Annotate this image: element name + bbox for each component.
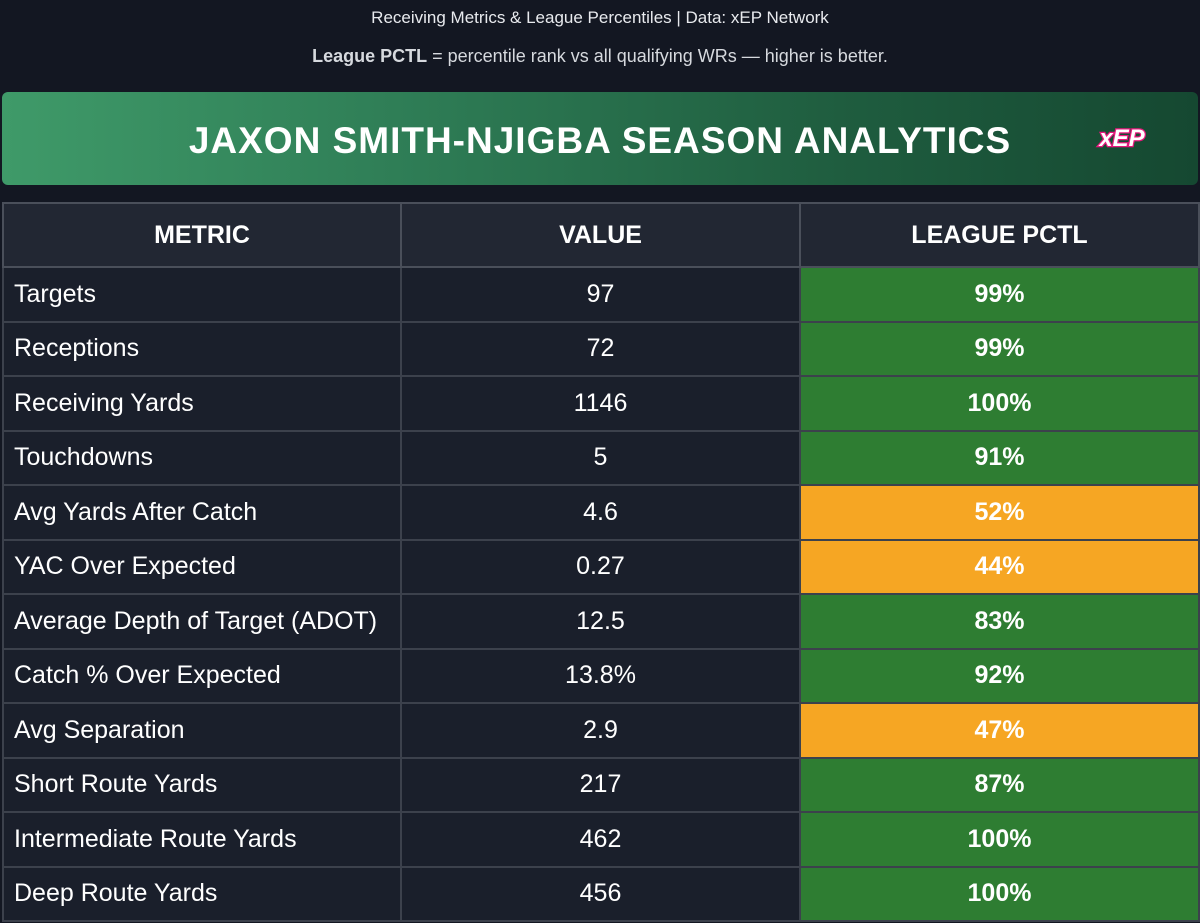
table-row: Deep Route Yards 456 100% [2, 865, 1200, 922]
metric-name-cell: Avg Separation [2, 702, 402, 759]
league-pctl-cell: 47% [799, 702, 1200, 759]
column-header-league-pctl: LEAGUE PCTL [799, 202, 1200, 268]
metric-value-cell: 4.6 [400, 484, 801, 541]
league-pctl-cell: 99% [799, 266, 1200, 323]
legend-key: League PCTL [312, 46, 428, 66]
table-row: Catch % Over Expected 13.8% 92% [2, 647, 1200, 704]
table-row: Short Route Yards 217 87% [2, 756, 1200, 813]
league-pctl-cell: 100% [799, 865, 1200, 922]
league-pctl-cell: 83% [799, 593, 1200, 650]
page-title: JAXON SMITH-NJIGBA SEASON ANALYTICS [188, 120, 1012, 161]
metric-value-cell: 217 [400, 756, 801, 813]
metrics-table: METRIC VALUE LEAGUE PCTL Targets 97 99% Rec… [2, 202, 1200, 922]
metric-name-cell: Average Depth of Target (ADOT) [2, 593, 402, 650]
table-row: Intermediate Route Yards 462 100% [2, 811, 1200, 868]
table-row: YAC Over Expected 0.27 44% [2, 538, 1200, 595]
column-header-value: VALUE [400, 202, 801, 268]
league-pctl-cell: 91% [799, 429, 1200, 486]
metric-name-cell: Touchdowns [2, 429, 402, 486]
table-row: Touchdowns 5 91% [2, 429, 1200, 486]
metric-name-cell: Short Route Yards [2, 756, 402, 813]
metric-value-cell: 13.8% [400, 647, 801, 704]
svg-text:xEP: xEP [1097, 125, 1145, 152]
metric-value-cell: 2.9 [400, 702, 801, 759]
league-pctl-cell: 100% [799, 375, 1200, 432]
table-row: Targets 97 99% [2, 266, 1200, 323]
metric-value-cell: 12.5 [400, 593, 801, 650]
metric-name-cell: Avg Yards After Catch [2, 484, 402, 541]
metric-value-cell: 462 [400, 811, 801, 868]
metric-value-cell: 5 [400, 429, 801, 486]
metric-name-cell: Receptions [2, 320, 402, 377]
metric-name-cell: Receiving Yards [2, 375, 402, 432]
league-pctl-cell: 87% [799, 756, 1200, 813]
table-header-row: METRIC VALUE LEAGUE PCTL [2, 202, 1200, 268]
metric-value-cell: 0.27 [400, 538, 801, 595]
league-pctl-cell: 92% [799, 647, 1200, 704]
xep-logo: xEP [1096, 124, 1147, 154]
metric-name-cell: Catch % Over Expected [2, 647, 402, 704]
column-header-metric: METRIC [2, 202, 402, 268]
legend-note: League PCTL = percentile rank vs all qua… [0, 45, 1200, 67]
metric-value-cell: 456 [400, 865, 801, 922]
metric-value-cell: 97 [400, 266, 801, 323]
metric-name-cell: Targets [2, 266, 402, 323]
metric-name-cell: Deep Route Yards [2, 865, 402, 922]
legend-text: = percentile rank vs all qualifying WRs … [427, 46, 888, 66]
title-banner: JAXON SMITH-NJIGBA SEASON ANALYTICS xEP [2, 92, 1198, 185]
table-row: Receptions 72 99% [2, 320, 1200, 377]
metric-value-cell: 72 [400, 320, 801, 377]
table-row: Receiving Yards 1146 100% [2, 375, 1200, 432]
metric-name-cell: Intermediate Route Yards [2, 811, 402, 868]
league-pctl-cell: 100% [799, 811, 1200, 868]
league-pctl-cell: 99% [799, 320, 1200, 377]
metric-value-cell: 1146 [400, 375, 801, 432]
metric-name-cell: YAC Over Expected [2, 538, 402, 595]
league-pctl-cell: 52% [799, 484, 1200, 541]
table-row: Avg Yards After Catch 4.6 52% [2, 484, 1200, 541]
source-line: Receiving Metrics & League Percentiles |… [371, 8, 829, 27]
table-row: Avg Separation 2.9 47% [2, 702, 1200, 759]
table-row: Average Depth of Target (ADOT) 12.5 83% [2, 593, 1200, 650]
league-pctl-cell: 44% [799, 538, 1200, 595]
